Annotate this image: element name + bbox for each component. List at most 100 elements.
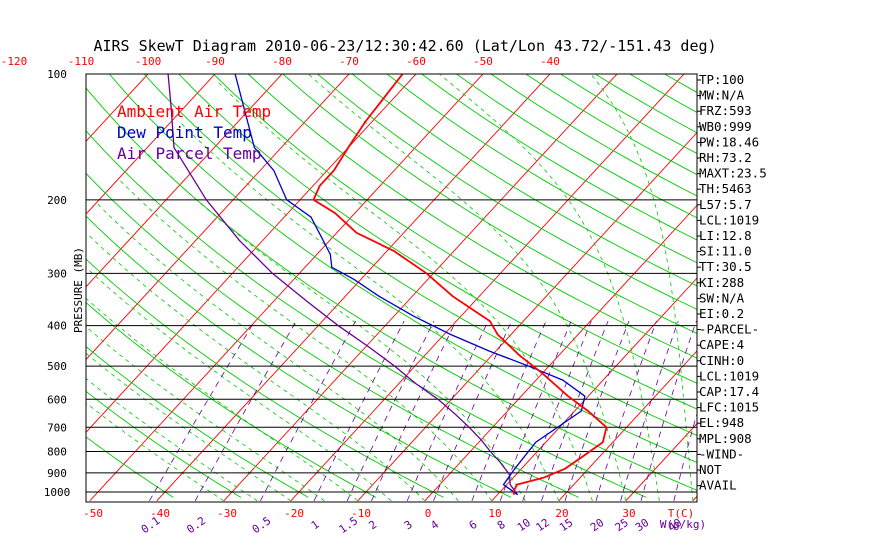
stability-index: CINH:0 <box>699 353 744 368</box>
mixing-ratio-line <box>595 320 657 502</box>
stability-index: MAXT:23.5 <box>699 166 767 181</box>
stability-index: KI:288 <box>699 275 744 290</box>
stability-index: LCL:1019 <box>699 368 759 383</box>
moist-adiabat <box>120 180 493 502</box>
stability-index: EI:0.2 <box>699 306 744 321</box>
stability-index: FRZ:593 <box>699 103 752 118</box>
stability-index: L57:5.7 <box>699 197 752 212</box>
isotherm <box>491 277 697 502</box>
isotherm <box>89 74 484 502</box>
stability-index: LI:12.8 <box>699 228 752 243</box>
dry-adiabat <box>420 74 697 241</box>
isotherm <box>290 74 685 502</box>
isotherm <box>86 74 216 215</box>
dry-adiabat <box>386 74 697 264</box>
mixing-ratio-line <box>313 320 405 502</box>
mixing-unit-label: W(g/kg) <box>660 518 706 531</box>
y-axis-label: PRESSURE (MB) <box>72 247 85 333</box>
dry-adiabat <box>316 74 697 310</box>
moist-adiabat <box>86 402 225 502</box>
dry-adiabat <box>351 74 697 287</box>
mixing-ratio-tick-label: 15 <box>557 516 575 534</box>
dry-adiabat <box>86 345 309 498</box>
mixing-ratio-tick-label: 25 <box>613 516 631 534</box>
top-temp-tick-label: -110 <box>68 55 95 68</box>
plot-frame <box>85 73 698 503</box>
dry-adiabat <box>143 74 697 436</box>
moist-adiabat <box>86 326 325 502</box>
isotherm <box>86 74 283 288</box>
bottom-temp-tick-label: -50 <box>83 507 103 520</box>
pressure-tick-label: 900 <box>47 467 67 480</box>
isotherm <box>86 74 417 433</box>
moist-adiabat <box>179 121 560 502</box>
dry-adiabat <box>86 215 512 498</box>
moist-adiabat <box>97 204 459 502</box>
dry-adiabat <box>86 436 174 498</box>
top-temp-tick-label: -100 <box>135 55 162 68</box>
bottom-temp-tick-label: -30 <box>217 507 237 520</box>
mixing-ratio-tick-label: 30 <box>633 516 651 534</box>
moist-adiabat <box>86 297 359 502</box>
bottom-temp-tick-label: -20 <box>284 507 304 520</box>
dry-adiabat <box>108 74 697 464</box>
stability-index: MW:N/A <box>699 88 745 103</box>
stability-indices: TP:100MW:N/AFRZ:593WB0:999PW:18.46RH:73.… <box>697 72 767 493</box>
pressure-tick-label: 800 <box>47 445 67 458</box>
mixing-ratio-tick-label: 12 <box>534 516 552 534</box>
pressure-tick-label: 1000 <box>44 486 71 499</box>
moist-adiabat <box>86 266 392 502</box>
pressure-tick-label: 400 <box>47 320 67 333</box>
mixing-ratio-tick-label: 40 <box>666 516 684 534</box>
stability-index: TT:30.5 <box>699 259 752 274</box>
stability-index: LCL:1019 <box>699 212 759 227</box>
top-temp-tick-label: -50 <box>473 55 493 68</box>
moist-adiabat <box>86 231 426 502</box>
moist-adiabat <box>438 74 660 501</box>
profile-layer <box>167 74 608 496</box>
top-temp-tick-label: -90 <box>205 55 225 68</box>
stability-index: -WIND- <box>699 446 744 461</box>
pressure-tick-label: 500 <box>47 360 67 373</box>
legend: Ambient Air Temp Dew Point Temp Air Parcel… <box>117 102 271 163</box>
stability-index: TH:5463 <box>699 181 752 196</box>
stability-index: PW:18.46 <box>699 134 759 149</box>
mixing-ratio-line <box>260 320 356 502</box>
pressure-tick-label: 300 <box>47 267 67 280</box>
moist-adiabat <box>307 74 627 501</box>
bottom-temp-tick-label: 0 <box>425 507 432 520</box>
dry-adiabat <box>282 74 697 334</box>
isotherm <box>558 350 697 502</box>
pressure-tick-label: 700 <box>47 421 67 434</box>
chart-title: AIRS SkewT Diagram 2010-06-23/12:30:42.6… <box>93 37 716 55</box>
dewpoint-line <box>234 74 586 496</box>
top-temp-tick-label: -40 <box>540 55 560 68</box>
dry-adiabat <box>212 74 697 384</box>
isotherm <box>156 74 551 502</box>
isotherm <box>625 422 697 502</box>
stability-index: SW:N/A <box>699 290 745 305</box>
isotherm <box>86 74 350 361</box>
dry-adiabat <box>86 87 697 491</box>
bottom-temp-tick-label: -40 <box>150 507 170 520</box>
mixing-ratio-line <box>640 320 697 502</box>
dry-adiabat <box>86 390 242 498</box>
pressure-tick-label: 200 <box>47 194 67 207</box>
mixing-ratio-line <box>673 412 697 501</box>
pressure-tick-label: 600 <box>47 393 67 406</box>
top-temp-tick-label: -80 <box>272 55 292 68</box>
pressure-tick-label: 100 <box>47 68 67 81</box>
isotherm <box>424 204 697 502</box>
legend-entry: Dew Point Temp <box>117 123 252 142</box>
bottom-temp-tick-label: 20 <box>555 507 568 520</box>
mixing-ratio-line <box>346 320 435 502</box>
dry-adiabat <box>178 74 697 410</box>
stability-index: EL:948 <box>699 415 744 430</box>
stability-index: TP:100 <box>699 72 744 87</box>
isotherm <box>86 74 149 142</box>
stability-index: NOT <box>699 462 722 477</box>
top-temp-tick-label: -120 <box>1 55 28 68</box>
ambient-temp-line <box>312 74 608 495</box>
